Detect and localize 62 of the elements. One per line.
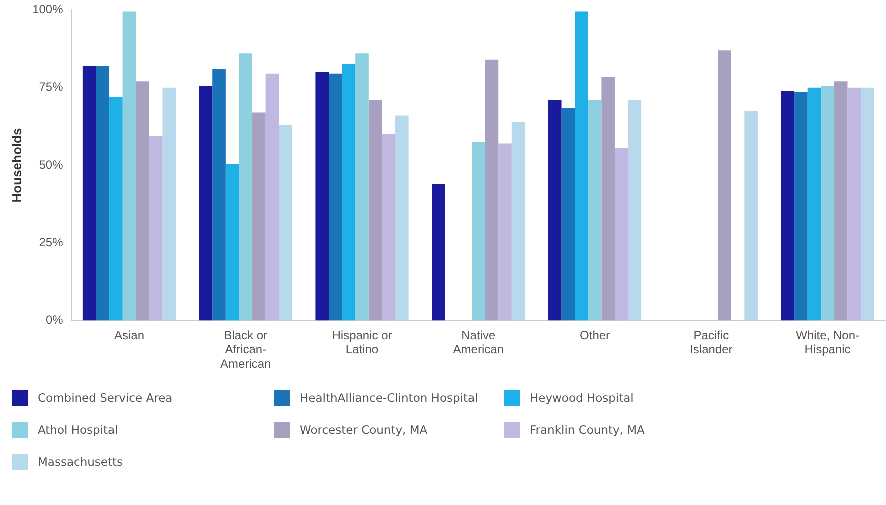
x-tick-label: Pacific Islander	[690, 328, 733, 357]
bar	[396, 116, 409, 321]
bar	[718, 50, 732, 321]
bar	[614, 148, 628, 321]
bar	[512, 122, 526, 321]
bar	[212, 69, 226, 321]
bar	[226, 164, 240, 321]
bar	[136, 82, 150, 321]
bar	[239, 54, 253, 321]
bar	[382, 134, 396, 321]
legend-label: Worcester County, MA	[300, 423, 428, 437]
y-axis-title: Households	[9, 128, 24, 203]
bar	[781, 90, 795, 321]
bar	[562, 108, 576, 321]
x-tick-label: White, Non-Hispanic	[796, 328, 860, 357]
bar	[808, 88, 822, 321]
bar	[485, 60, 499, 321]
y-tick-label: 0%	[46, 313, 64, 328]
y-tick-label: 50%	[39, 158, 64, 172]
bar	[821, 86, 834, 321]
bar	[96, 66, 110, 321]
bar	[316, 72, 330, 321]
bar	[149, 136, 163, 321]
legend-label: Massachusetts	[38, 455, 123, 469]
bar	[794, 92, 808, 321]
bar	[252, 112, 266, 321]
legend-label: Franklin County, MA	[530, 423, 645, 437]
bar	[82, 66, 96, 321]
x-tick-label: Native American	[453, 328, 504, 357]
bar	[602, 76, 615, 321]
bar	[848, 88, 862, 321]
x-tick-label: Asian	[114, 328, 144, 342]
bar	[199, 86, 213, 321]
bar	[356, 54, 369, 321]
legend-label: HealthAlliance-Clinton Hospital	[300, 391, 478, 405]
x-tick-label: Hispanic or Latino	[332, 328, 392, 357]
bar	[472, 142, 486, 321]
bar	[342, 64, 356, 321]
x-tick-label: Other	[580, 328, 610, 342]
bar	[548, 100, 562, 321]
bar	[588, 100, 602, 321]
bar	[368, 100, 382, 321]
bar	[329, 74, 342, 321]
bar	[575, 12, 588, 321]
bar	[744, 111, 758, 321]
legend-label: Combined Service Area	[38, 391, 173, 405]
x-tick-label: Black or African-American	[220, 328, 272, 372]
bar	[279, 125, 292, 321]
y-tick-label: 25%	[39, 235, 64, 250]
legend-label: Heywood Hospital	[530, 391, 634, 405]
bar	[628, 100, 642, 321]
legend-label: Athol Hospital	[38, 423, 118, 437]
y-tick-label: 75%	[39, 80, 64, 94]
bar	[834, 82, 848, 321]
bar	[122, 12, 136, 321]
bar	[162, 88, 176, 321]
bar	[861, 88, 874, 321]
y-tick-label: 100%	[32, 2, 64, 17]
bar	[432, 184, 446, 321]
bar	[266, 74, 280, 321]
bar	[110, 97, 123, 321]
bar	[498, 144, 512, 321]
